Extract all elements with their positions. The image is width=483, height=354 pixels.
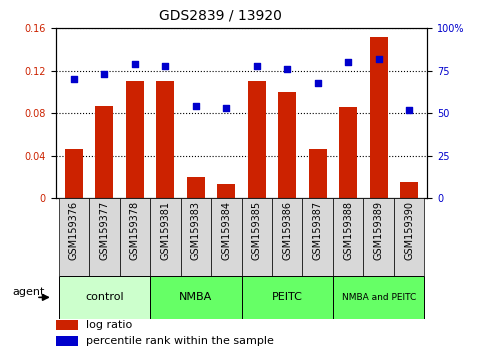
Bar: [181, 198, 211, 276]
Bar: [400, 182, 418, 198]
Point: [222, 105, 230, 111]
Bar: [95, 106, 114, 198]
Text: GSM159377: GSM159377: [99, 201, 109, 260]
Point: [100, 72, 108, 77]
Point: [314, 80, 322, 86]
Point: [131, 61, 139, 67]
Text: GSM159376: GSM159376: [69, 201, 79, 260]
Text: control: control: [85, 292, 124, 302]
Bar: [369, 37, 388, 198]
Text: GSM159381: GSM159381: [160, 201, 170, 259]
Text: GSM159384: GSM159384: [221, 201, 231, 259]
Bar: [211, 198, 242, 276]
Bar: [394, 198, 425, 276]
Point: [161, 63, 169, 69]
Text: GSM159387: GSM159387: [313, 201, 323, 260]
Bar: [242, 276, 333, 319]
Bar: [56, 336, 78, 346]
Text: GSM159389: GSM159389: [374, 201, 384, 259]
Point: [344, 59, 352, 65]
Bar: [186, 177, 205, 198]
Bar: [339, 107, 357, 198]
Point: [284, 66, 291, 72]
Bar: [156, 81, 174, 198]
Bar: [126, 81, 144, 198]
Text: NMBA and PEITC: NMBA and PEITC: [341, 293, 416, 302]
Bar: [302, 198, 333, 276]
Point: [70, 76, 78, 82]
Bar: [333, 198, 363, 276]
Point: [375, 56, 383, 62]
Point: [253, 63, 261, 69]
Point: [192, 104, 199, 109]
Bar: [217, 184, 235, 198]
Text: NMBA: NMBA: [179, 292, 213, 302]
Bar: [56, 320, 78, 330]
Text: GSM159383: GSM159383: [191, 201, 201, 259]
Bar: [333, 276, 425, 319]
Bar: [248, 81, 266, 198]
Text: log ratio: log ratio: [86, 320, 133, 330]
Bar: [309, 149, 327, 198]
Text: GSM159386: GSM159386: [282, 201, 292, 259]
Text: agent: agent: [12, 287, 44, 297]
Text: GSM159385: GSM159385: [252, 201, 262, 260]
Bar: [58, 276, 150, 319]
Text: percentile rank within the sample: percentile rank within the sample: [86, 336, 274, 346]
Bar: [278, 92, 297, 198]
Text: GDS2839 / 13920: GDS2839 / 13920: [159, 9, 282, 23]
Text: GSM159378: GSM159378: [130, 201, 140, 260]
Bar: [120, 198, 150, 276]
Bar: [150, 276, 242, 319]
Point: [405, 107, 413, 113]
Bar: [242, 198, 272, 276]
Text: GSM159390: GSM159390: [404, 201, 414, 259]
Bar: [65, 149, 83, 198]
Bar: [150, 198, 181, 276]
Text: PEITC: PEITC: [272, 292, 303, 302]
Bar: [58, 198, 89, 276]
Bar: [272, 198, 302, 276]
Bar: [363, 198, 394, 276]
Bar: [89, 198, 120, 276]
Text: GSM159388: GSM159388: [343, 201, 353, 259]
